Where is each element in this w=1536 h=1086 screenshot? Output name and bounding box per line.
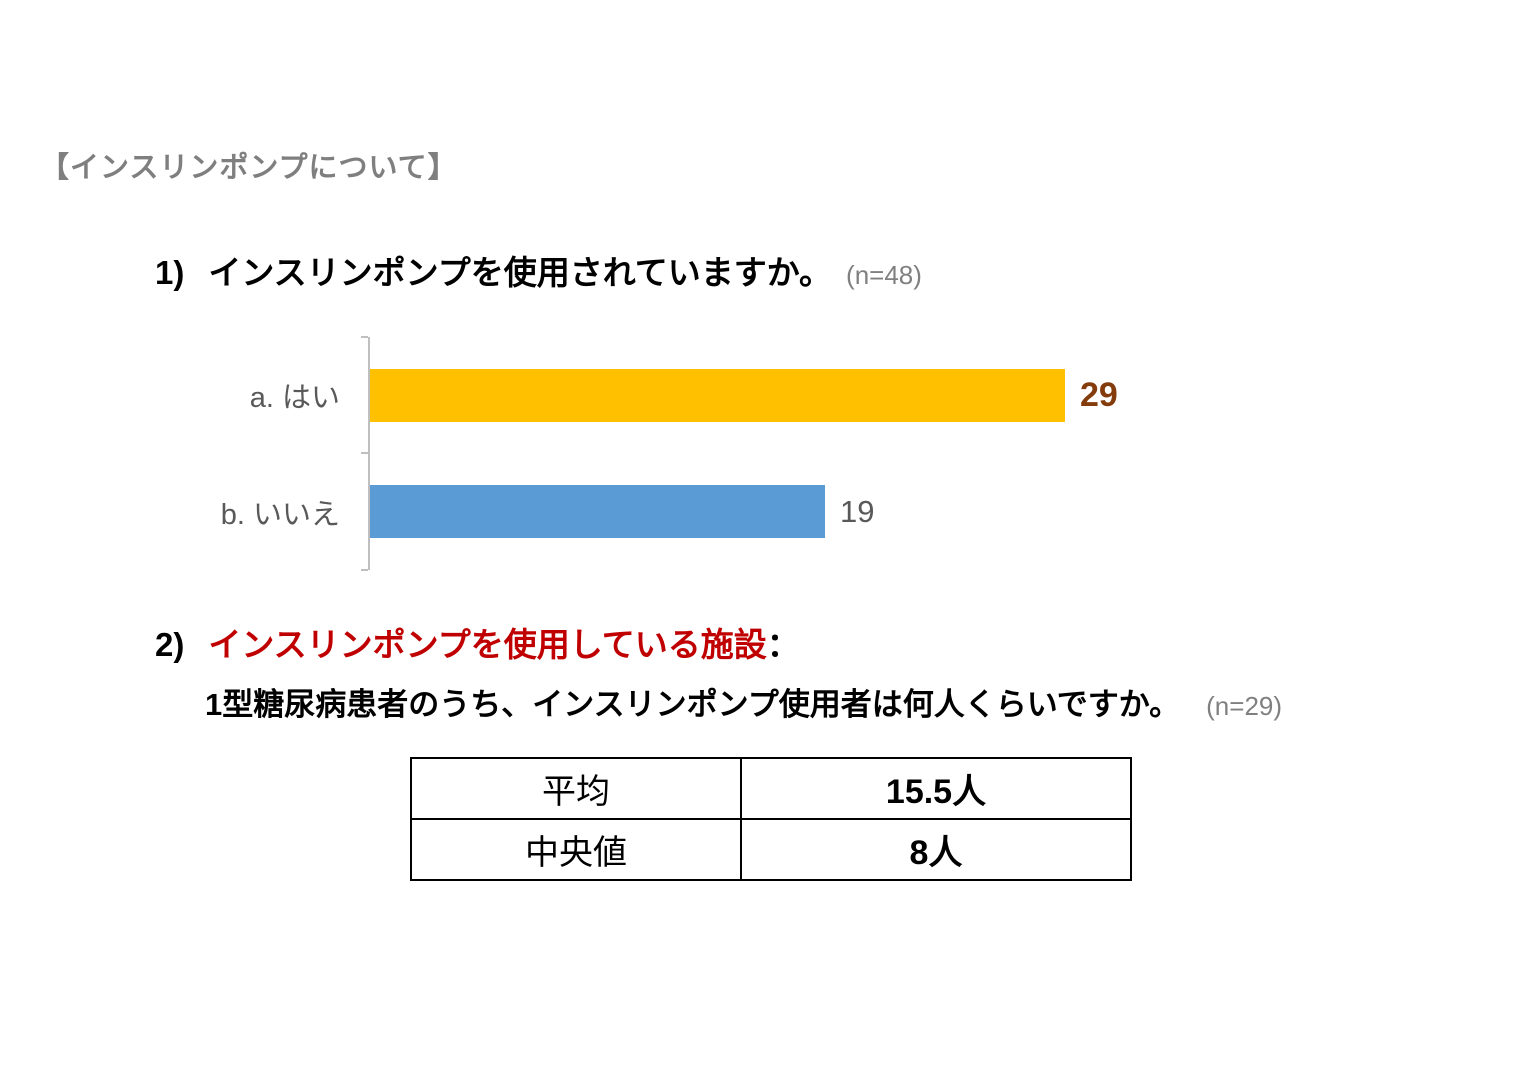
question-2: 2) インスリンポンプを使用している施設：: [155, 618, 800, 666]
q2-highlight-text: インスリンポンプを使用している施設: [208, 626, 767, 663]
q1-text: インスリンポンプを使用されていますか。: [208, 254, 833, 291]
table-value-mean: 15.5人: [740, 757, 1132, 820]
bar-label-yes: a. はい: [249, 382, 340, 415]
category-axis-labels: a. はい b. いいえ: [180, 337, 368, 570]
table-label-mean: 平均: [410, 757, 742, 820]
table-label-median: 中央値: [410, 818, 742, 881]
bar-yes: [370, 368, 1065, 422]
bar-no: [370, 485, 825, 539]
bar-row: 29: [370, 337, 1268, 454]
bar-row: 19: [370, 454, 1268, 571]
bar-value-yes: 29: [1080, 375, 1118, 414]
q1-number: 1): [155, 254, 185, 291]
question-1: 1) インスリンポンプを使用されていますか。 (n=48): [155, 246, 922, 294]
plot-area: 29 19: [361, 336, 1268, 571]
bar-value-no: 19: [840, 493, 875, 529]
q2-colon: ：: [766, 626, 800, 663]
axis-tick: [361, 336, 368, 338]
table-value-median: 8人: [740, 818, 1132, 881]
table-row: 平均 15.5人: [410, 757, 1132, 820]
question-2-subtext: 1型糖尿病患者のうち、インスリンポンプ使用者は何人くらいですか。 (n=29): [205, 679, 1282, 724]
q2-subtext: 1型糖尿病患者のうち、インスリンポンプ使用者は何人くらいですか。: [205, 687, 1181, 722]
bar-label-no: b. いいえ: [220, 498, 340, 531]
section-header: 【インスリンポンプについて】: [40, 152, 458, 184]
q2-number: 2): [155, 626, 185, 663]
axis-tick: [361, 569, 368, 571]
axis-tick: [361, 452, 368, 454]
q1-sample-size: (n=48): [846, 260, 922, 290]
bar-chart: a. はい b. いいえ 29 19: [180, 336, 1268, 571]
table-row: 中央値 8人: [410, 818, 1132, 881]
q2-sample-size: (n=29): [1206, 691, 1283, 721]
stats-table: 平均 15.5人 中央値 8人: [410, 757, 1132, 881]
